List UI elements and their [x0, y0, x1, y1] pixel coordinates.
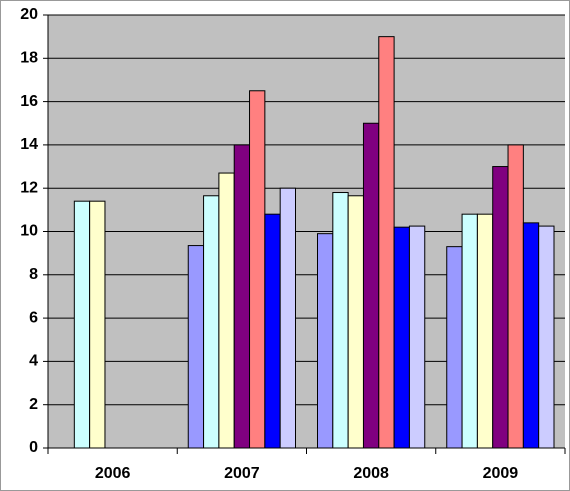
x-tick-label: 2009: [483, 465, 519, 482]
y-tick-label: 6: [29, 309, 38, 326]
bar: [279, 187, 296, 449]
bar: [218, 172, 235, 449]
x-tick-label: 2006: [95, 465, 131, 482]
y-tick-label: 0: [29, 439, 38, 456]
y-tick-label: 14: [20, 136, 38, 153]
bar: [89, 200, 106, 449]
bar: [332, 192, 349, 449]
bar: [446, 246, 463, 449]
y-tick-label: 18: [20, 50, 38, 67]
bar: [187, 245, 205, 449]
bar: [73, 200, 91, 449]
bar: [461, 213, 478, 449]
y-tick-label: 10: [20, 223, 38, 240]
y-tick-label: 2: [29, 396, 38, 413]
bar: [378, 36, 395, 449]
bar: [233, 144, 251, 449]
bar: [507, 144, 524, 449]
y-tick-label: 16: [20, 93, 38, 110]
bar: [492, 166, 509, 449]
bar: [538, 225, 555, 449]
bar: [203, 195, 220, 449]
x-tick-label: 2008: [353, 465, 389, 482]
y-tick-label: 20: [20, 6, 38, 23]
bar: [347, 195, 364, 449]
bar: [393, 226, 410, 449]
bar: [408, 225, 426, 449]
bar: [317, 233, 334, 449]
y-tick-label: 4: [29, 353, 38, 370]
bar: [476, 213, 494, 449]
bar: [264, 213, 281, 449]
x-tick-label: 2007: [224, 465, 260, 482]
bar: [249, 90, 266, 449]
y-tick-label: 12: [20, 179, 38, 196]
y-tick-label: 8: [29, 266, 38, 283]
bar: [522, 222, 540, 449]
bar: [362, 122, 380, 449]
